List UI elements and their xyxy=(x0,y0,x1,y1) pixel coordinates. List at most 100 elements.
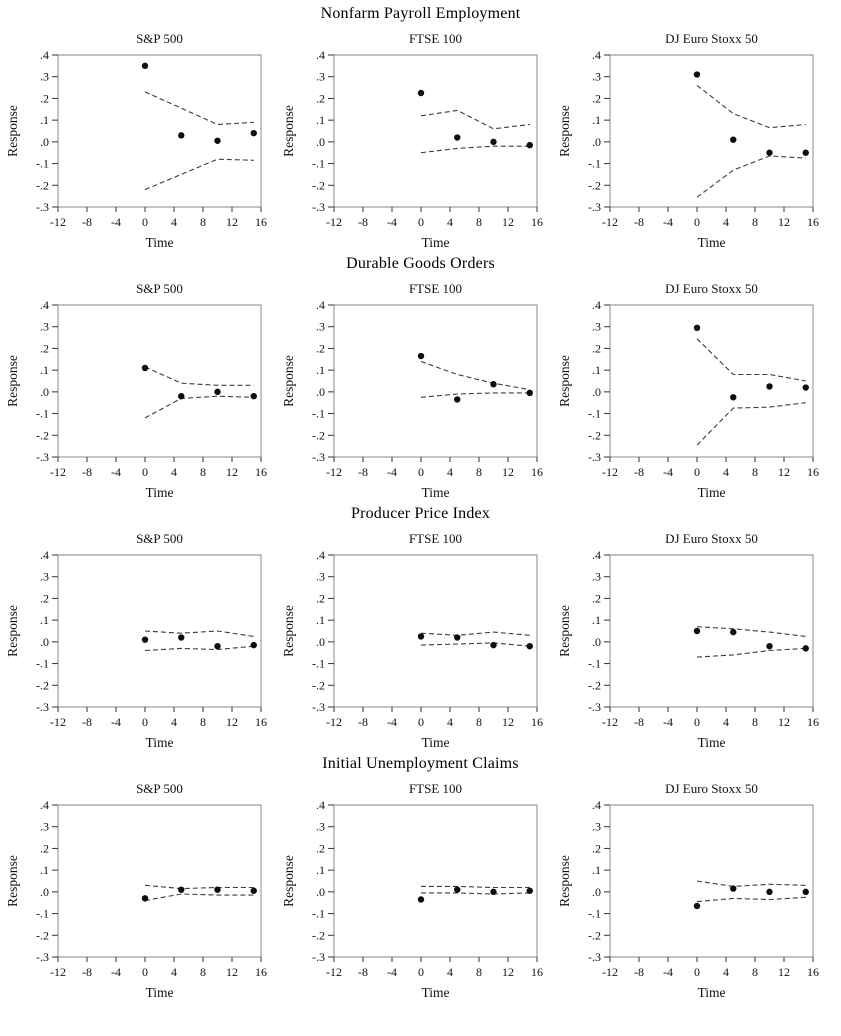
y-tick-label: .0 xyxy=(316,385,325,399)
y-tick-label: -.2 xyxy=(312,428,325,442)
impulse-response-figure: Nonfarm Payroll Employment S&P 500 .4 .3 .2.… xyxy=(6,4,841,1000)
x-tick-label: -4 xyxy=(663,465,673,479)
x-axis-title: Time xyxy=(145,485,173,500)
y-tick-label: .4 xyxy=(316,548,325,562)
y-tick-label: -.2 xyxy=(36,178,49,192)
chart-canvas: DJ Euro Stoxx 50 .4 .3 .2 .1 .0 -.1 -.2 -.3-12 -8… xyxy=(558,31,819,250)
y-tick-label: .0 xyxy=(40,885,49,899)
response-point xyxy=(766,383,773,390)
x-tick-label: 4 xyxy=(723,715,729,729)
x-tick-label: 8 xyxy=(200,465,206,479)
response-point xyxy=(766,149,773,156)
x-tick-label: -4 xyxy=(663,715,673,729)
plot-frame xyxy=(609,554,814,708)
plot-frame xyxy=(333,54,538,208)
x-tick-label: -8 xyxy=(358,215,368,229)
x-axis-title: Time xyxy=(145,985,173,1000)
lower-confidence-band xyxy=(420,392,530,398)
x-tick-label: -12 xyxy=(602,715,618,729)
x-tick-label: -8 xyxy=(82,965,92,979)
lower-confidence-band xyxy=(696,155,806,198)
impulse-response-chart: DJ Euro Stoxx 50 .4 .3 .2 .1 .0 -.1 -.2 -.3 -12 -8… xyxy=(558,279,834,503)
chart-row: Producer Price Index S&P 500 .4 .3 .2 .1 .0 -.1… xyxy=(6,504,841,754)
plot-frame xyxy=(333,304,538,458)
x-tick-label: -4 xyxy=(387,215,397,229)
y-tick-label: -.3 xyxy=(312,200,325,214)
chart-subtitle: DJ Euro Stoxx 50 xyxy=(665,31,758,46)
chart-subtitle: DJ Euro Stoxx 50 xyxy=(665,781,758,796)
chart-canvas: S&P 500 .4 .3 .2 .1 .0 -.1 -.2 -.3-12 -8 -4 0 4 8 12 16… xyxy=(6,281,267,500)
x-tick-label: -12 xyxy=(602,215,618,229)
y-tick-label: .4 xyxy=(592,548,601,562)
y-tick-label: -.1 xyxy=(312,157,325,171)
x-tick-label: 8 xyxy=(476,215,482,229)
response-point xyxy=(730,136,737,143)
x-tick-label: 4 xyxy=(171,465,177,479)
response-point xyxy=(178,393,185,400)
chart-subtitle: DJ Euro Stoxx 50 xyxy=(665,281,758,296)
y-tick-label: .2 xyxy=(316,841,325,855)
impulse-response-chart: DJ Euro Stoxx 50 .4 .3 .2 .1 .0 -.1 -.2 -.3 -12 -8… xyxy=(558,29,834,253)
indicator-title: Nonfarm Payroll Employment xyxy=(320,5,521,22)
chart-canvas: DJ Euro Stoxx 50 .4 .3 .2 .1 .0 -.1 -.2 -.3-12 -8… xyxy=(558,281,819,500)
y-tick-label: .3 xyxy=(592,820,601,834)
response-point xyxy=(250,393,257,400)
x-tick-label: 0 xyxy=(694,965,700,979)
plot-frame xyxy=(333,554,538,708)
response-point xyxy=(730,628,737,636)
x-tick-label: 12 xyxy=(778,215,790,229)
response-point xyxy=(141,62,149,70)
x-axis-title: Time xyxy=(145,735,173,750)
upper-confidence-band xyxy=(144,884,254,890)
upper-confidence-band xyxy=(421,885,530,889)
chart-row: Nonfarm Payroll Employment S&P 500 .4 .3 .2.… xyxy=(6,4,841,254)
impulse-response-chart: S&P 500 .4 .3 .2 .1 .0 -.1 -.2 -.3 -12 -8 -4 0 4 8 12 16… xyxy=(6,279,282,503)
y-tick-label: -.3 xyxy=(588,200,601,214)
y-tick-label: -.1 xyxy=(312,407,325,421)
row-charts: S&P 500.4.3.2.1.0 -.1 -.2 -.3 -12 -8 -4 0 4 8 12 16… xyxy=(6,29,841,253)
y-tick-label: .1 xyxy=(316,363,325,377)
upper-confidence-band xyxy=(420,109,530,130)
y-tick-label: .4 xyxy=(592,48,601,62)
x-tick-label: -8 xyxy=(358,715,368,729)
response-point xyxy=(490,138,497,146)
chart-subtitle: FTSE 100 xyxy=(409,531,462,546)
response-point xyxy=(454,634,461,641)
x-tick-label: 8 xyxy=(476,965,482,979)
x-tick-label: -12 xyxy=(602,965,618,979)
x-tick-label: -8 xyxy=(82,215,92,229)
y-tick-label: .1 xyxy=(316,613,325,627)
impulse-response-chart: FTSE 100 .4 .3 .2 .1 .0 -.1 -.2 -.3 -12 -8 -4 0 4 8 12 1… xyxy=(282,29,558,253)
x-tick-label: 0 xyxy=(694,215,700,229)
response-point xyxy=(802,384,809,391)
chart-canvas: FTSE 100 .4 .3 .2 .1 .0 -.1 -.2 -.3-12 -8 -4 0 4 8 12 1… xyxy=(282,281,543,500)
x-tick-label: 12 xyxy=(226,465,238,479)
y-tick-label: -.1 xyxy=(36,907,49,921)
x-tick-label: -8 xyxy=(82,465,92,479)
y-tick-label: .1 xyxy=(316,113,325,127)
y-tick-label: -.1 xyxy=(36,657,49,671)
x-tick-label: -8 xyxy=(634,715,644,729)
chart-subtitle: FTSE 100 xyxy=(409,281,462,296)
response-point xyxy=(417,89,425,97)
x-tick-label: 4 xyxy=(447,715,453,729)
y-tick-label: -.3 xyxy=(312,950,325,964)
indicator-title: Initial Unemployment Claims xyxy=(322,755,519,772)
x-tick-label: -4 xyxy=(387,465,397,479)
x-tick-label: -8 xyxy=(634,965,644,979)
x-tick-label: 8 xyxy=(752,215,758,229)
x-tick-label: 8 xyxy=(200,215,206,229)
x-tick-label: 16 xyxy=(255,715,267,729)
y-tick-label: .4 xyxy=(316,798,325,812)
y-axis-title: Response xyxy=(282,855,296,907)
response-point xyxy=(250,129,257,137)
x-tick-label: 8 xyxy=(752,465,758,479)
y-axis-title: Response xyxy=(6,605,20,657)
x-tick-label: 8 xyxy=(200,965,206,979)
response-point xyxy=(141,636,149,643)
upper-confidence-band xyxy=(144,366,254,386)
y-tick-label: -.3 xyxy=(36,200,49,214)
y-axis-title: Response xyxy=(282,105,296,157)
response-point xyxy=(526,389,533,397)
lower-confidence-band xyxy=(696,647,806,658)
